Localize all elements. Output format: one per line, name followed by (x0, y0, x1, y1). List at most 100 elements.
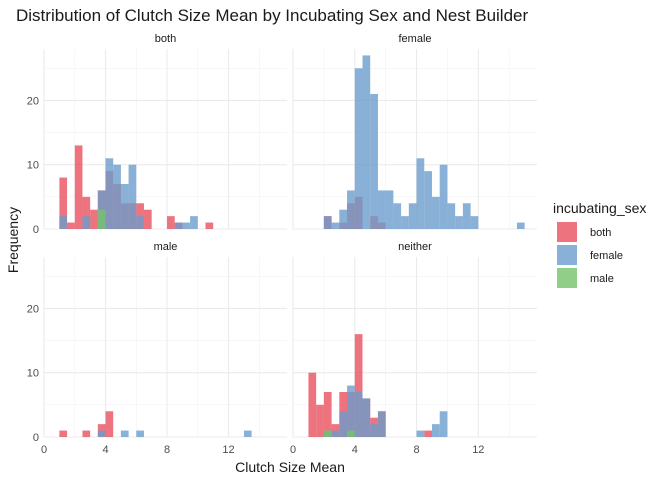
bar-both (67, 222, 75, 229)
bar-female (455, 216, 463, 229)
y-tick-label: 20 (27, 95, 39, 107)
y-tick-label: 10 (27, 160, 39, 172)
legend-title: incubating_sex (553, 200, 646, 216)
bar-female (331, 430, 340, 437)
bar-female (416, 430, 425, 437)
bar-both (331, 424, 340, 437)
bar-female (120, 430, 129, 437)
bar-female (113, 164, 121, 229)
bar-female (416, 158, 425, 229)
bar-female (393, 203, 402, 229)
bar-female (174, 222, 183, 229)
bar-both (205, 222, 214, 229)
bar-female (97, 430, 106, 437)
facet-panel-male: male 0 10 20 0 4 8 12 (27, 241, 287, 456)
bar-female (362, 55, 371, 229)
bar-both (74, 145, 83, 229)
x-tick-label: 0 (41, 444, 47, 456)
bar-female (339, 411, 348, 437)
bar-female (128, 164, 137, 229)
x-tick-label: 0 (290, 444, 296, 456)
bar-female (120, 184, 129, 229)
facet-label: neither (398, 241, 432, 253)
legend: incubating_sex both female male (553, 200, 646, 288)
bar-female (377, 411, 386, 437)
bar-female (331, 222, 340, 229)
bar-female (82, 216, 91, 229)
bar-female (401, 216, 409, 229)
bar-both (308, 372, 317, 437)
chart-title: Distribution of Clutch Size Mean by Incu… (16, 6, 528, 25)
bar-female (347, 385, 355, 437)
x-tick-label: 8 (164, 444, 170, 456)
bar-both (424, 430, 432, 437)
bar-both (167, 216, 175, 229)
bar-female (431, 424, 440, 437)
bar-both (59, 177, 68, 229)
y-tick-label: 20 (27, 303, 39, 315)
bar-female (347, 190, 355, 229)
bar-female (362, 398, 371, 437)
bar-both (354, 334, 363, 437)
bar-both (82, 430, 91, 437)
bar-female (385, 190, 394, 229)
bar-female (370, 424, 378, 437)
bar-male (323, 430, 332, 437)
x-tick-label: 4 (352, 444, 358, 456)
legend-label-male: male (590, 273, 614, 285)
bar-female (470, 216, 479, 229)
y-axis-title: Frequency (5, 207, 21, 273)
bar-female (136, 216, 144, 229)
y-tick-label: 0 (33, 432, 39, 444)
bar-both (316, 404, 324, 437)
bar-both (59, 430, 68, 437)
facet-label: female (398, 33, 431, 45)
facet-panel-neither: neither 0 4 8 12 (290, 241, 537, 456)
bar-female (339, 209, 348, 229)
bar-both (90, 209, 98, 229)
bar-female (516, 222, 525, 229)
legend-key-male (557, 268, 577, 288)
bar-female (59, 216, 68, 229)
bar-male (97, 209, 106, 229)
bar-female (243, 430, 252, 437)
y-tick-label: 0 (33, 224, 39, 236)
bar-both (143, 209, 152, 229)
y-tick-label: 10 (27, 368, 39, 380)
bar-female (462, 203, 471, 229)
legend-label-both: both (590, 227, 611, 239)
bar-female (370, 94, 378, 229)
legend-label-female: female (590, 250, 623, 262)
bar-female (136, 430, 144, 437)
x-tick-label: 8 (413, 444, 419, 456)
bar-female (354, 68, 363, 230)
facet-label: both (155, 33, 176, 45)
bar-female (190, 216, 198, 229)
bar-female (431, 196, 440, 229)
x-tick-label: 12 (472, 444, 484, 456)
bar-both (105, 411, 114, 437)
bar-female (105, 158, 114, 229)
x-tick-label: 12 (222, 444, 234, 456)
legend-key-female (557, 245, 577, 265)
bar-female (447, 203, 456, 229)
bar-female (354, 392, 363, 437)
bar-female (377, 190, 386, 229)
bar-female (182, 222, 191, 229)
bar-both (323, 392, 332, 437)
x-axis-title: Clutch Size Mean (235, 459, 345, 475)
facet-label: male (154, 241, 178, 253)
bar-female (424, 171, 432, 229)
bar-female (439, 164, 448, 229)
bar-female (323, 216, 332, 229)
bar-both (82, 196, 91, 229)
bar-both (97, 424, 106, 437)
facet-panel-both: both 0 10 20 (27, 33, 287, 236)
bar-female (439, 411, 448, 437)
legend-key-both (557, 222, 577, 242)
bar-female (408, 203, 417, 229)
bar-male (347, 430, 355, 437)
facet-panels: both 0 10 20 female male 0 10 20 0 4 8 12 neither 0 4 8 1… (27, 33, 537, 456)
x-tick-label: 4 (102, 444, 108, 456)
